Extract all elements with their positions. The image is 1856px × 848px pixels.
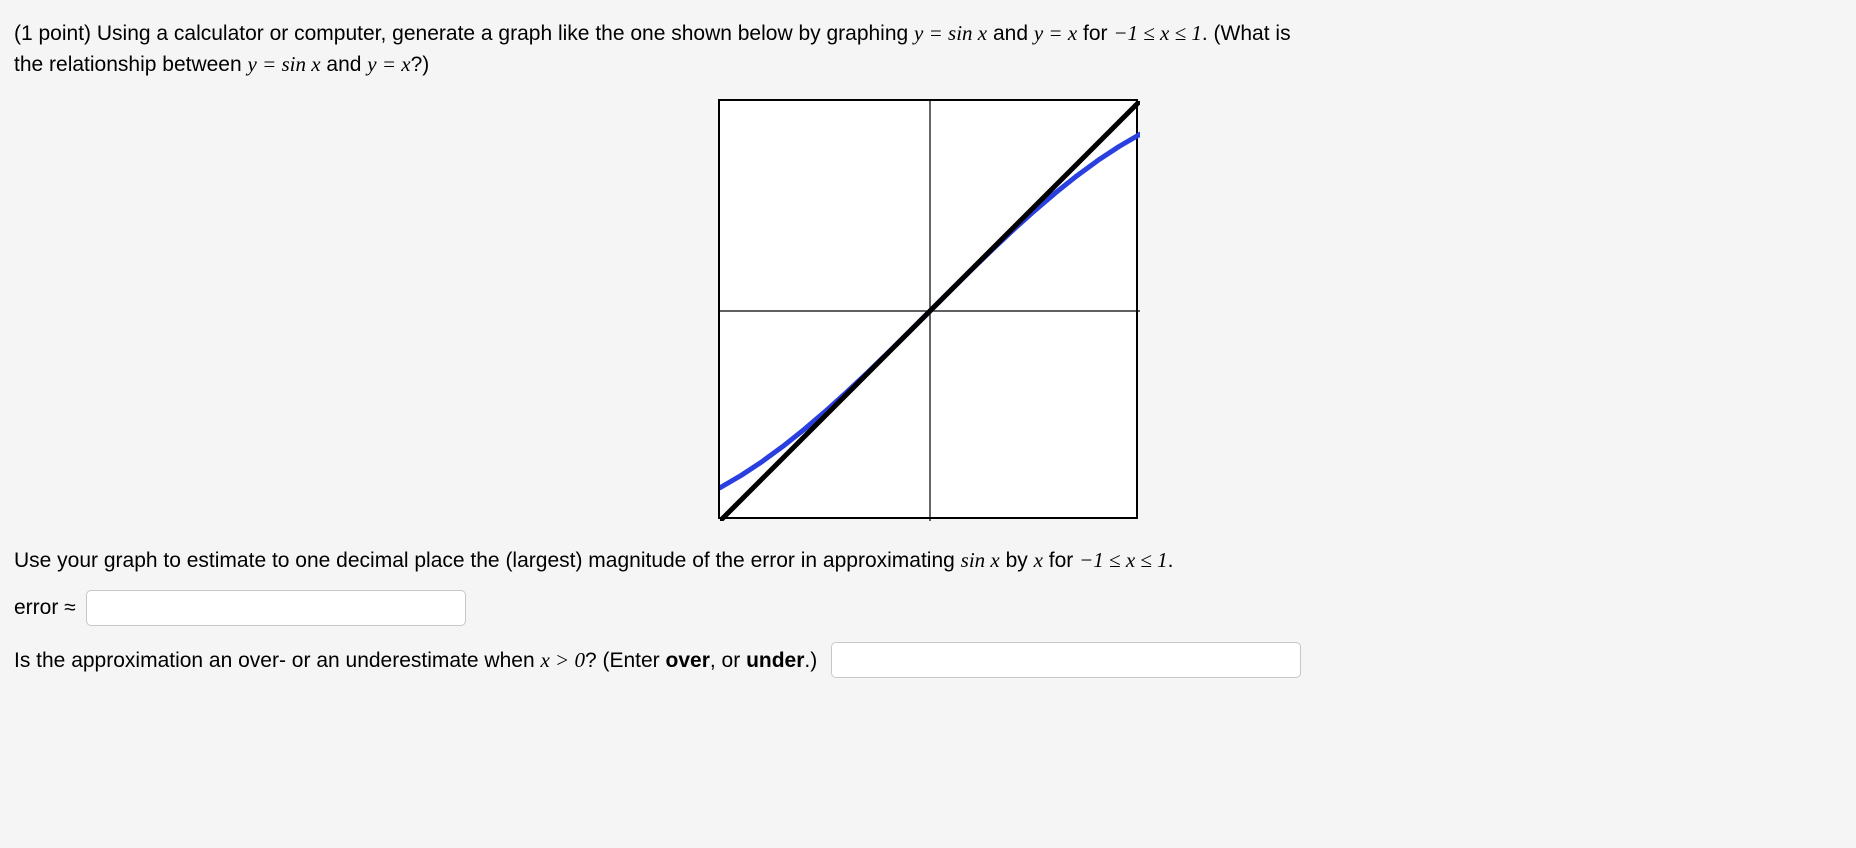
over-word: over (666, 649, 710, 672)
x-gt-0: x > 0 (540, 648, 585, 672)
error-question: Use your graph to estimate to one decima… (14, 545, 1842, 577)
text: by (1000, 549, 1034, 572)
text: , or (710, 649, 746, 672)
x-range-2: −1 ≤ x ≤ 1 (1079, 548, 1168, 572)
equation-y-x: y = x (1034, 21, 1077, 45)
text: for (1077, 22, 1113, 45)
text: .) (804, 649, 817, 672)
over-under-input[interactable] (831, 642, 1301, 678)
over-under-question: Is the approximation an over- or an unde… (14, 648, 817, 673)
text: Use your graph to estimate to one decima… (14, 549, 961, 572)
text: Using a calculator or computer, generate… (97, 22, 914, 45)
equation-y-sinx: y = sin x (914, 21, 987, 45)
problem-statement: (1 point) Using a calculator or computer… (14, 18, 1842, 81)
text: for (1043, 549, 1079, 572)
text: . (1168, 549, 1174, 572)
x-term: x (1034, 548, 1043, 572)
text: and (321, 53, 368, 76)
text: ?) (411, 53, 430, 76)
under-word: under (746, 649, 804, 672)
text: and (987, 22, 1034, 45)
error-label: error ≈ (14, 596, 76, 620)
text: the relationship between (14, 53, 248, 76)
chart-container (14, 99, 1842, 519)
x-range: −1 ≤ x ≤ 1 (1113, 21, 1202, 45)
chart-svg (720, 101, 1140, 521)
text: ? (Enter (585, 649, 666, 672)
sinx-term: sin x (961, 548, 1000, 572)
equation-y-x-2: y = x (367, 52, 410, 76)
text: . (What is (1202, 22, 1291, 45)
points-label: (1 point) (14, 22, 97, 45)
sinx-vs-x-chart (718, 99, 1138, 519)
text: Is the approximation an over- or an unde… (14, 649, 540, 672)
error-input[interactable] (86, 590, 466, 626)
equation-y-sinx-2: y = sin x (248, 52, 321, 76)
